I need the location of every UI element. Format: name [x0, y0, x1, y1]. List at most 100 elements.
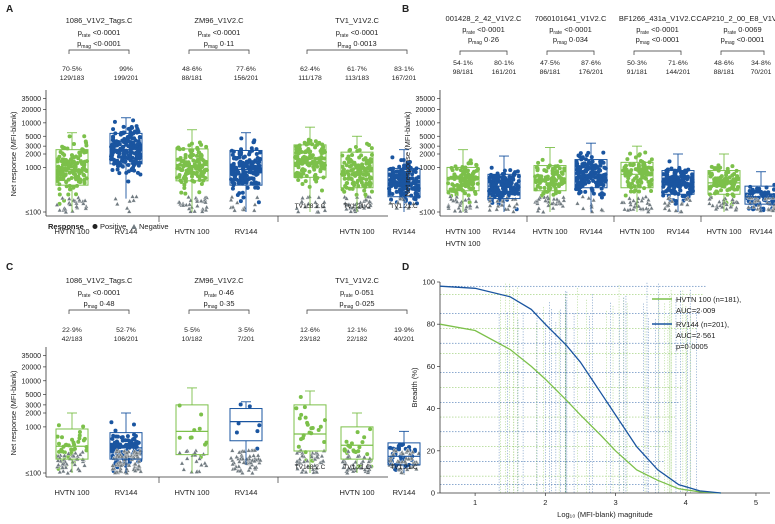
- positive-point: [128, 126, 133, 131]
- positive-point: [362, 435, 367, 440]
- positive-point: [680, 178, 685, 183]
- positive-point: [459, 173, 464, 178]
- response-rate: 99%: [119, 66, 133, 73]
- p-mag: pmag 0·025: [339, 299, 374, 310]
- negative-point: [409, 455, 415, 461]
- negative-point: [402, 458, 408, 464]
- positive-point: [194, 170, 199, 175]
- positive-point: [725, 192, 730, 197]
- series-line-hvtn100: [439, 323, 721, 494]
- positive-point: [72, 442, 77, 447]
- positive-point: [636, 183, 641, 188]
- positive-point: [508, 168, 513, 173]
- positive-point: [115, 442, 120, 447]
- group-title: 001428_2_42_V1V2.C: [446, 14, 522, 23]
- positive-point: [296, 177, 301, 182]
- negative-point: [495, 203, 501, 208]
- negative-point: [662, 200, 668, 205]
- data-points: [387, 155, 421, 211]
- positive-point: [190, 174, 195, 179]
- positive-point: [111, 157, 116, 162]
- positive-point: [240, 190, 245, 195]
- negative-point: [256, 460, 262, 465]
- positive-point: [591, 191, 596, 196]
- negative-point: [348, 208, 354, 214]
- positive-point: [574, 178, 579, 183]
- negative-point: [60, 464, 66, 470]
- response-rate: 70·5%: [62, 66, 82, 73]
- p-rate: prate <0·0001: [549, 25, 592, 36]
- positive-point: [575, 175, 580, 180]
- positive-point: [369, 146, 374, 151]
- negative-point: [627, 195, 632, 201]
- positive-point: [688, 189, 693, 194]
- negative-point: [302, 204, 308, 209]
- positive-point: [138, 172, 143, 177]
- positive-point: [580, 155, 585, 160]
- positive-point: [234, 430, 239, 435]
- positive-point: [77, 150, 82, 155]
- positive-point: [713, 166, 718, 171]
- positive-point: [365, 141, 370, 146]
- positive-point: [342, 448, 347, 453]
- positive-point: [599, 186, 604, 191]
- p-mag: pmag <0·0001: [636, 35, 680, 46]
- y-tick-label: 1000: [419, 165, 435, 172]
- negative-point: [66, 196, 72, 201]
- negative-point: [462, 197, 468, 202]
- positive-point: [251, 140, 256, 145]
- response-count: 176/201: [579, 69, 604, 76]
- negative-point: [67, 201, 73, 207]
- positive-point: [76, 439, 81, 444]
- negative-point: [65, 470, 71, 475]
- positive-point: [489, 165, 494, 170]
- response-rate: 5·5%: [184, 327, 200, 334]
- positive-point: [586, 150, 591, 155]
- positive-point: [176, 157, 181, 162]
- positive-point: [458, 168, 463, 173]
- positive-point: [340, 187, 345, 192]
- positive-point: [626, 176, 631, 181]
- negative-point: [119, 453, 125, 459]
- positive-point: [347, 444, 352, 449]
- negative-point: [665, 195, 671, 201]
- negative-point: [506, 203, 512, 208]
- positive-point: [197, 190, 202, 195]
- negative-point: [622, 206, 628, 212]
- positive-point: [348, 147, 353, 152]
- response-count: 86/181: [540, 69, 561, 76]
- positive-point: [515, 169, 520, 174]
- positive-point: [131, 422, 136, 427]
- positive-point: [320, 188, 325, 193]
- negative-point: [536, 205, 542, 211]
- positive-point: [755, 186, 760, 191]
- positive-point: [488, 172, 493, 177]
- negative-point: [71, 197, 77, 203]
- positive-point: [349, 441, 354, 446]
- negative-point: [60, 195, 65, 200]
- y-tick-label: 5000: [25, 392, 41, 399]
- data-points: [340, 427, 374, 475]
- response-rate: 54·1%: [453, 60, 473, 67]
- positive-point: [491, 191, 496, 196]
- positive-point: [364, 182, 369, 187]
- positive-point: [199, 412, 204, 417]
- positive-point: [59, 159, 64, 164]
- negative-point: [413, 466, 419, 471]
- positive-point: [183, 191, 188, 196]
- positive-point: [351, 161, 356, 166]
- panel-label-a: A: [6, 4, 13, 15]
- positive-point: [353, 449, 358, 454]
- positive-point: [556, 182, 561, 187]
- positive-point: [730, 173, 735, 178]
- response-count: 7/201: [237, 336, 254, 343]
- positive-point: [632, 184, 637, 189]
- positive-point: [466, 161, 471, 166]
- positive-point: [355, 163, 360, 168]
- positive-point: [59, 448, 64, 453]
- y-tick-label: 0: [431, 489, 435, 498]
- data-points: [744, 182, 775, 213]
- positive-point: [555, 169, 560, 174]
- negative-point: [198, 198, 204, 203]
